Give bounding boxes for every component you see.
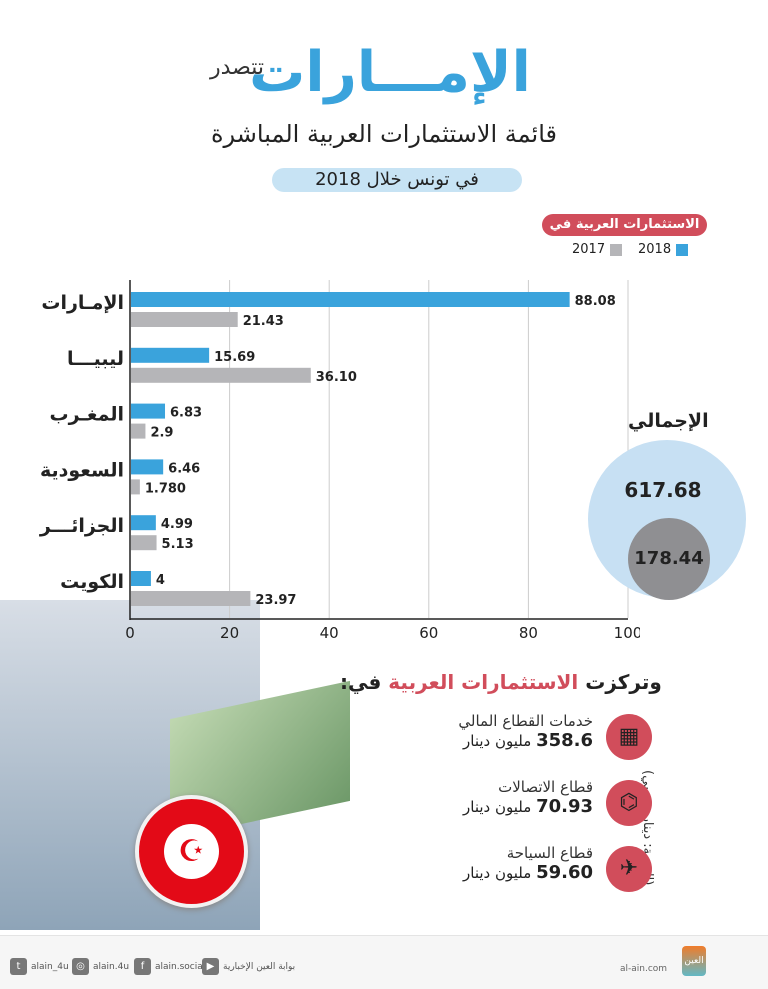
social-label: بوابة العين الإخبارية [223,961,296,972]
facebook-icon: f [134,958,151,975]
bar-2018 [131,347,210,363]
bar-2017 [131,423,146,439]
data-label: 15.69 [214,350,255,365]
social-label: alain_4u [31,961,69,972]
x-tick-label: 100 [614,624,640,642]
data-label: 2.9 [150,426,173,441]
crescent-star-icon: ☪ [164,824,219,879]
legend-2017: 2017 [572,242,623,257]
sector-item: خدمات القطاع المالي 358.6 مليون دينار [458,712,593,751]
social-label: alain.4u [93,961,130,972]
bar-2018 [131,571,151,586]
data-label: 88.08 [575,294,616,309]
social-link[interactable]: f alain.social [134,958,205,975]
finance-icon: ▦ [606,714,652,760]
bar-2017 [131,367,311,383]
sector-item: قطاع الاتصالات 70.93 مليون دينار [463,778,593,817]
bar-2017 [131,479,140,495]
data-label: 4.99 [161,517,193,532]
network-icon: ⌬ [606,780,652,826]
subtitle-pill: في تونس خلال 2018 [272,168,522,192]
focus-highlight: الاستثمارات العربية [388,670,579,694]
focus-suffix: في: [340,670,382,694]
data-label: 36.10 [316,370,357,385]
site-link[interactable]: al-ain.com [620,964,668,974]
legend-label: 2017 [572,242,606,257]
x-tick-label: 0 [125,624,135,642]
sector-item: قطاع السياحة 59.60 مليون دينار [463,844,593,883]
youtube-icon: ▶ [202,958,219,975]
x-tick-label: 60 [419,624,438,642]
sector-value-line: 70.93 مليون دينار [463,796,593,817]
social-link[interactable]: ◎ alain.4u [72,958,129,975]
title-prefix: تتصدر [210,55,265,80]
category-label: المغـرب [49,404,124,426]
sector-value: 70.93 [536,796,593,817]
sector-name: خدمات القطاع المالي [458,712,593,730]
data-label: 6.83 [170,406,202,421]
legend-title: الاستثمارات العربية في [542,214,707,236]
bar-2017 [131,312,238,327]
category-label: ليبيـــا [67,348,124,370]
x-tick-label: 20 [220,624,239,642]
bar-2018 [131,292,570,307]
focus-prefix: وتركزت [585,670,662,694]
bar-chart: 0 20 40 60 80 100 الإمـارات 88.08 21.43 ليبيـــا 1… [39,280,640,642]
legend-2018: 2018 [638,242,689,257]
data-label: 21.43 [243,314,284,329]
sector-value-line: 358.6 مليون دينار [458,730,593,751]
legend-label: 2018 [638,242,672,257]
sector-unit: مليون دينار [463,864,532,882]
focus-heading: وتركزت الاستثمارات العربية في: [340,670,662,694]
sector-value: 59.60 [536,862,593,883]
legend-swatch [676,243,689,256]
bar-2017 [131,535,157,551]
footer [0,935,768,989]
x-tick-label: 80 [519,624,538,642]
data-label: 4 [156,573,165,588]
x-tick-label: 40 [320,624,339,642]
social-link[interactable]: t alain_4u [10,958,69,975]
data-label: 1.780 [145,481,186,496]
total-2017-value: 178.44 [634,548,704,569]
category-label: الإمـارات [41,292,124,314]
category-label: الجزائـــر [39,515,124,537]
twitter-icon: t [10,958,27,975]
data-label: 6.46 [168,461,200,476]
total-2017-circle [628,518,710,600]
sector-name: قطاع الاتصالات [498,778,593,796]
sector-value-line: 59.60 مليون دينار [463,862,593,883]
total-label: الإجمالي [628,410,709,432]
sector-value: 358.6 [536,730,593,751]
data-label: 23.97 [255,593,296,608]
travel-icon: ✈ [606,846,652,892]
social-label: alain.social [155,961,206,972]
page-title: الإمـــارات [249,40,531,105]
instagram-icon: ◎ [72,958,89,975]
category-label: السعودية [40,459,124,481]
social-link[interactable]: ▶ بوابة العين الإخبارية [202,958,295,975]
sector-unit: مليون دينار [463,732,532,750]
bar-2018 [131,403,166,419]
data-label: 5.13 [162,537,194,552]
sector-name: قطاع السياحة [506,844,593,862]
total-2018-value: 617.68 [624,478,702,502]
category-label: الكويت [60,571,124,593]
bar-2018 [131,459,164,475]
sector-unit: مليون دينار [463,798,532,816]
legend-swatch [610,243,623,256]
bar-2018 [131,515,156,531]
al-ain-logo: العين [682,946,706,976]
subtitle: قائمة الاستثمارات العربية المباشرة [210,120,557,148]
bar-2017 [131,591,251,606]
tunisia-flag: ☪ [135,795,248,908]
